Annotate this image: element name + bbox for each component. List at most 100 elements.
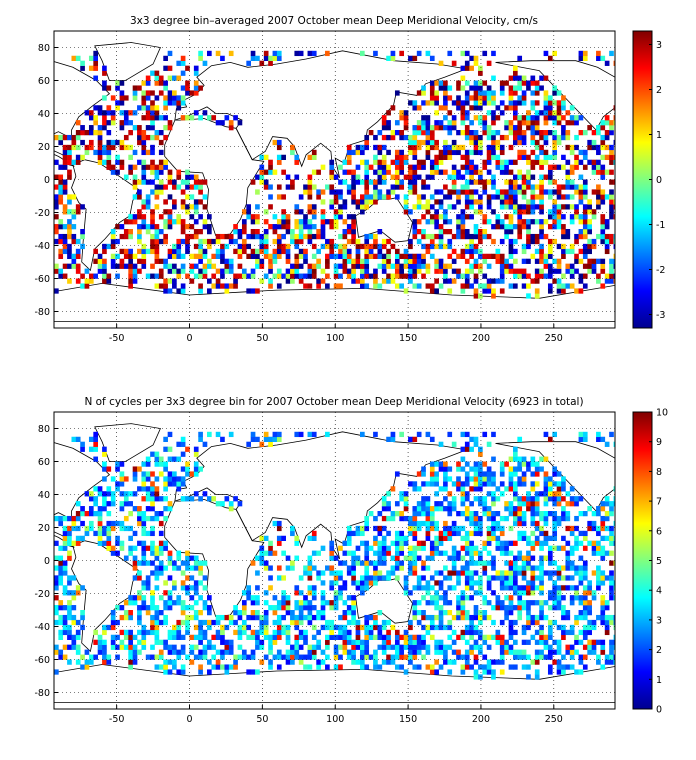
bin-cell [311,590,317,596]
bin-cell [543,115,549,121]
bin-cell [499,144,505,151]
bin-cell [473,149,479,156]
bin-cell [526,273,531,279]
bin-cell [290,659,295,665]
bin-cell [482,80,488,86]
bin-cell [547,629,553,636]
bin-cell [434,90,439,96]
bin-cell [412,134,418,141]
bin-cell [403,174,409,180]
bin-cell [106,159,112,165]
bin-cell [425,525,431,532]
bin-cell [154,511,160,517]
bin-cell [613,535,615,541]
bin-cell [539,575,544,581]
bin-cell [268,60,273,66]
bin-cell [464,575,470,581]
bin-cell [582,644,588,650]
bin-cell [123,614,129,621]
bin-cell [539,456,544,462]
bin-cell [320,199,326,205]
bin-cell [119,501,125,507]
bin-cell [447,154,453,160]
bin-cell [434,288,439,294]
bin-cell [495,540,501,546]
bin-cell [530,540,536,546]
bin-cell [381,253,387,259]
bin-cell [128,283,133,289]
bin-cell [473,115,479,121]
bin-cell [421,644,426,650]
bin-cell [456,169,461,175]
bin-cell [342,204,348,210]
bin-cell [408,555,413,561]
bin-cell [513,110,518,116]
bin-cell [233,610,238,616]
bin-cell [316,575,321,581]
bin-cell [495,575,501,581]
bin-cell [552,530,558,537]
bin-cell [394,471,400,477]
bin-cell [198,238,203,245]
bin-cell [547,605,553,611]
bin-cell [281,575,286,581]
bin-cell [193,446,199,452]
bin-cell [320,243,326,250]
bin-cell [517,174,523,180]
bin-cell [530,125,536,131]
bin-cell [263,436,269,442]
bin-cell [381,619,387,626]
bin-cell [543,90,549,96]
bin-cell [438,238,444,245]
bin-cell [368,575,374,581]
bin-cell [403,209,409,215]
bin-cell [456,219,461,225]
bin-cell [67,278,72,284]
bin-cell [534,520,540,527]
bin-cell [285,184,291,190]
y-tick-label: 60 [38,76,50,87]
bin-cell [71,619,77,626]
bin-cell [587,243,592,250]
bin-cell [517,219,523,225]
bin-cell [539,580,544,586]
bin-cell [582,164,588,170]
bin-cell [167,65,173,71]
bin-cell [412,164,418,170]
bin-cell [115,85,120,91]
bin-cell [276,600,282,606]
bin-cell [464,80,470,86]
bin-cell [364,515,370,522]
bin-cell [307,431,313,438]
bin-cell [561,184,566,190]
bin-cell [276,273,282,279]
bin-cell [360,659,365,665]
bin-cell [565,120,571,126]
bin-cell [368,511,374,517]
bin-cell [604,605,610,611]
bin-cell [355,248,361,255]
bin-cell [128,595,133,601]
bin-cell [373,570,378,576]
bin-cell [303,639,308,645]
bin-cell [534,90,540,96]
bin-cell [447,144,453,151]
bin-cell [530,130,536,136]
bin-cell [180,199,186,205]
bin-cell [342,585,348,591]
bin-cell [351,610,356,616]
bin-cell [132,555,138,561]
bin-cell [276,243,282,250]
bin-cell [600,174,606,180]
bin-cell [534,659,540,665]
bin-cell [75,263,81,269]
bin-cell [128,144,133,151]
bin-cell [495,159,501,165]
bin-cell [574,515,579,522]
bin-cell [54,669,59,675]
bin-cell [67,209,72,215]
bin-cell [486,466,492,472]
bin-cell [176,169,182,175]
bin-cell [193,654,199,660]
bin-cell [172,199,177,205]
